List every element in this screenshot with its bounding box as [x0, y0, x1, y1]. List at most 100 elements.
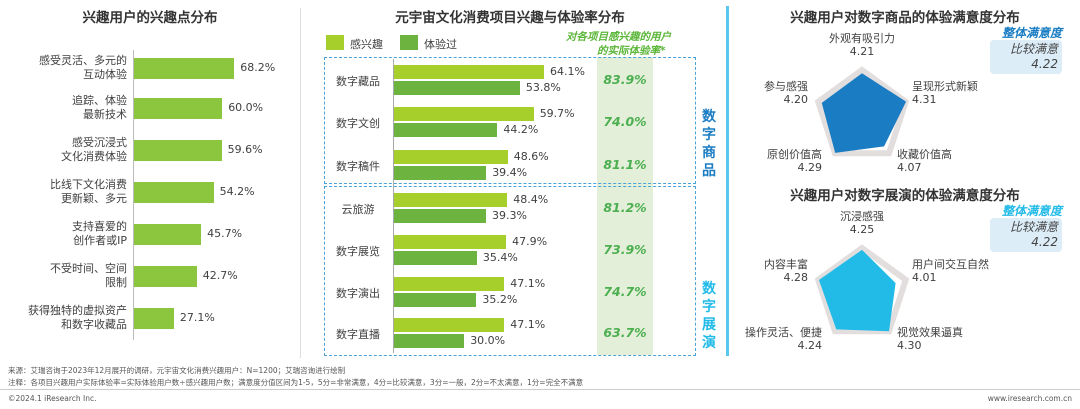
- bar-experienced: [394, 81, 520, 95]
- category-label: 感受灵活、多元的 互动体验: [0, 54, 127, 82]
- category-label-line: 限制: [105, 276, 127, 289]
- group-label: 数字商品: [701, 108, 717, 180]
- rate-column-bg: [597, 57, 653, 355]
- bar: [134, 58, 235, 79]
- radar-value: 4.01: [912, 271, 937, 284]
- radar-axis-name: 原创价值高: [767, 148, 822, 161]
- radar-axis-label: 收藏价值高 4.07: [897, 148, 952, 174]
- radar-value: 4.20: [783, 93, 809, 106]
- radar-chart: [814, 244, 910, 335]
- bar: [134, 98, 223, 119]
- group-label-char: 展: [702, 317, 716, 333]
- category-label-line: 最新技术: [83, 108, 127, 121]
- experience-rate: 74.7%: [603, 284, 647, 299]
- footer-line: [0, 389, 1080, 390]
- category-label: 比线下文化消费 更新颖、多元: [0, 178, 127, 206]
- category-label: 数字直播: [336, 328, 380, 341]
- experience-rate: 74.0%: [603, 114, 647, 129]
- panel-divider: [300, 8, 301, 358]
- radar-axis-name: 收藏价值高: [897, 148, 952, 161]
- category-label: 数字展览: [336, 245, 380, 258]
- data-label: 60.0%: [228, 101, 264, 114]
- rate-header-line2: 的实际体验率*: [597, 45, 666, 57]
- data-label: 59.6%: [227, 143, 263, 156]
- radar-value: 4.07: [897, 161, 922, 174]
- category-label-line: 创作者或IP: [73, 234, 127, 247]
- bar-experienced: [394, 209, 486, 223]
- left-axis: [133, 50, 134, 340]
- bar: [134, 140, 222, 161]
- data-label: 44.2%: [503, 123, 539, 136]
- radar-title: 兴趣用户对数字展演的体验满意度分布: [790, 188, 1020, 204]
- overall-satisfaction-level: 比较满意: [1009, 42, 1058, 56]
- radar-value: 4.21: [849, 45, 875, 58]
- radar-axis-label: 视觉效果逼真 4.30: [897, 326, 963, 352]
- data-label: 48.6%: [513, 150, 549, 163]
- overall-satisfaction-title: 整体满意度: [1001, 26, 1062, 40]
- category-label-line: 互动体验: [83, 68, 127, 81]
- category-label: 数字文创: [336, 117, 380, 130]
- category-label-line: 和数字收藏品: [61, 318, 127, 331]
- data-label: 48.4%: [513, 193, 549, 206]
- radar-chart: [814, 66, 910, 157]
- radar-axis-name: 呈现形式新颖: [912, 80, 978, 93]
- category-label-line: 追踪、体验: [72, 94, 127, 107]
- radar-title: 兴趣用户对数字商品的体验满意度分布: [790, 10, 1020, 26]
- group-label-char: 字: [702, 127, 716, 143]
- data-label: 47.1%: [510, 318, 546, 331]
- overall-satisfaction-title: 整体满意度: [1001, 204, 1062, 218]
- bar-interest: [394, 277, 505, 291]
- bar-experienced: [394, 293, 477, 307]
- data-label: 47.9%: [512, 235, 548, 248]
- overall-satisfaction-badge: 比较满意 4.22: [990, 40, 1062, 74]
- radar-area: [818, 249, 896, 332]
- bar-interest: [394, 150, 508, 164]
- right-panel-border: [726, 6, 729, 356]
- group-box-show: [324, 186, 696, 356]
- bar-interest: [394, 235, 507, 249]
- data-label: 39.4%: [492, 166, 528, 179]
- category-label-line: 感受沉浸式: [72, 136, 127, 149]
- radar-value: 4.30: [897, 339, 922, 352]
- bar: [134, 308, 174, 329]
- radar-axis-name: 内容丰富: [764, 258, 808, 271]
- experience-rate: 81.2%: [603, 200, 647, 215]
- radar-value: 4.31: [912, 93, 937, 106]
- category-label: 不受时间、空间 限制: [0, 262, 127, 290]
- bar-interest: [394, 65, 544, 79]
- group-label-char: 字: [702, 299, 716, 315]
- category-label-line: 比线下文化消费: [50, 178, 127, 191]
- legend-label-interest: 感兴趣: [350, 38, 383, 51]
- radar-axis-name: 外观有吸引力: [829, 32, 895, 45]
- overall-satisfaction-badge: 比较满意 4.22: [990, 218, 1062, 252]
- radar-value: 4.24: [797, 339, 823, 352]
- group-label: 数字展演: [701, 280, 717, 352]
- data-label: 30.0%: [470, 334, 506, 347]
- legend-swatch-experienced: [400, 35, 418, 50]
- radar-value: 4.25: [849, 223, 875, 236]
- radar-axis-name: 视觉效果逼真: [897, 326, 963, 339]
- bar-interest: [394, 193, 508, 207]
- data-label: 54.2%: [219, 185, 255, 198]
- middle-axis: [393, 59, 394, 353]
- data-label: 42.7%: [202, 269, 238, 282]
- footer-note: 注释：各项目兴趣用户实际体验率=实际体验用户数÷感兴趣用户数；满意度分值区间为1…: [8, 378, 584, 387]
- category-label: 数字演出: [336, 287, 380, 300]
- data-label: 64.1%: [549, 65, 585, 78]
- bar: [134, 266, 197, 287]
- bar-interest: [394, 318, 505, 332]
- data-label: 59.7%: [539, 107, 575, 120]
- category-label-line: 获得独特的虚拟资产: [28, 304, 127, 317]
- group-box-goods: [324, 57, 696, 184]
- radar-axis-label: 原创价值高 4.29: [700, 148, 822, 174]
- bar-interest: [394, 107, 534, 121]
- category-label: 获得独特的虚拟资产 和数字收藏品: [0, 304, 127, 332]
- legend-label-experienced: 体验过: [424, 38, 457, 51]
- bar: [134, 224, 202, 245]
- data-label: 35.2%: [482, 293, 518, 306]
- experience-rate: 81.1%: [603, 157, 647, 172]
- data-label: 35.4%: [482, 251, 518, 264]
- experience-rate: 83.9%: [603, 72, 647, 87]
- radar-axis-label: 用户间交互自然 4.01: [912, 258, 989, 284]
- overall-satisfaction-level: 比较满意: [1009, 220, 1058, 234]
